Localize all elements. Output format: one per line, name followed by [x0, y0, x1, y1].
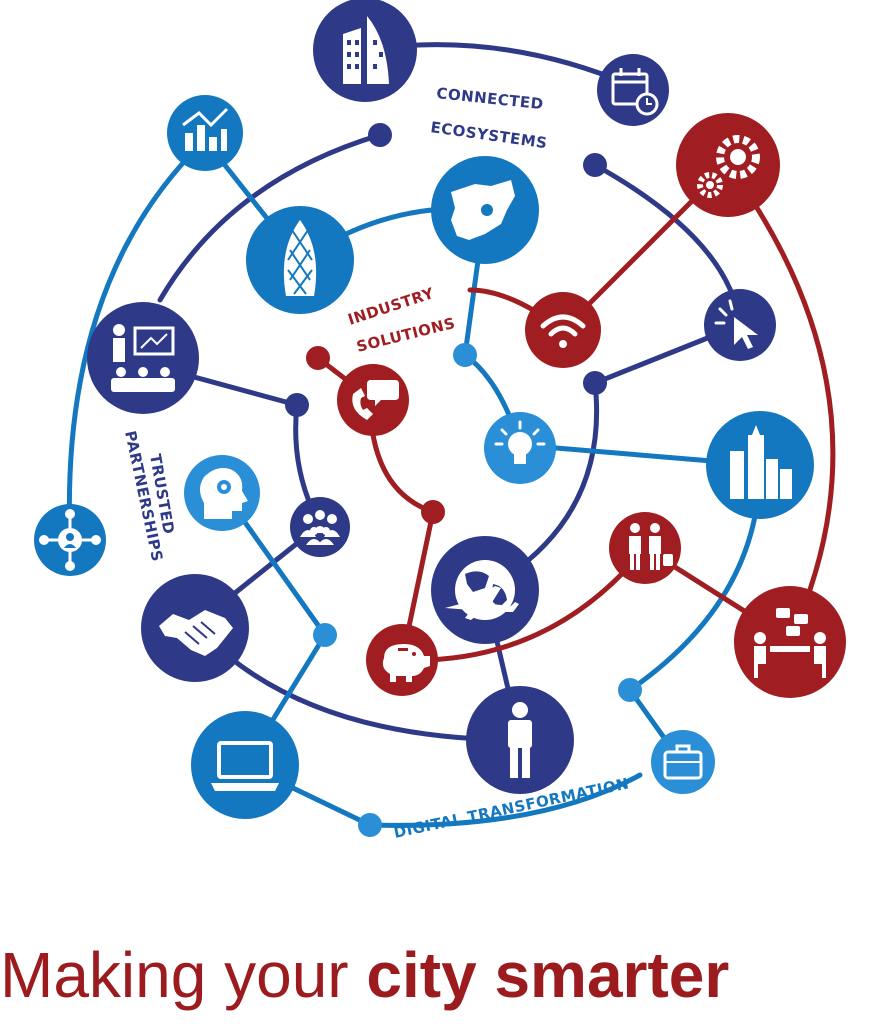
tagline-regular: Making your [0, 939, 349, 1011]
person-icon [466, 686, 574, 794]
lightbulb-icon [484, 412, 556, 484]
tagline: Making your city smarter [0, 935, 890, 1015]
globe-plane-icon [431, 536, 539, 644]
cursor-icon [704, 289, 776, 361]
calendar-clock-icon [597, 54, 669, 126]
bar-chart-icon [167, 95, 243, 171]
skyscraper-icon [313, 0, 417, 102]
wifi-icon [525, 292, 601, 368]
ecosystems-label: ECOSYSTEMS [429, 118, 548, 152]
traveler-icon [609, 512, 681, 584]
handshake-icon [141, 574, 249, 682]
smart-city-diagram: CONNECTED ECOSYSTEMS INDUSTRY SOLUTIONS … [0, 0, 890, 880]
meeting-people-icon [734, 586, 846, 698]
laptop-icon [191, 711, 299, 819]
phone-chat-icon [337, 364, 409, 436]
team-icon [290, 497, 350, 557]
tagline-bold: city smarter [366, 939, 729, 1011]
head-gear-icon [184, 455, 260, 531]
piggy-bank-icon [366, 624, 438, 696]
connected-label: CONNECTED [436, 84, 545, 113]
gherkin-building-icon [246, 206, 354, 314]
gears-icon [676, 113, 780, 217]
network-person-icon [34, 504, 106, 576]
africa-map-icon [431, 156, 539, 264]
city-buildings-icon [706, 411, 814, 519]
briefcase-icon [651, 730, 715, 794]
presentation-icon [87, 302, 199, 414]
